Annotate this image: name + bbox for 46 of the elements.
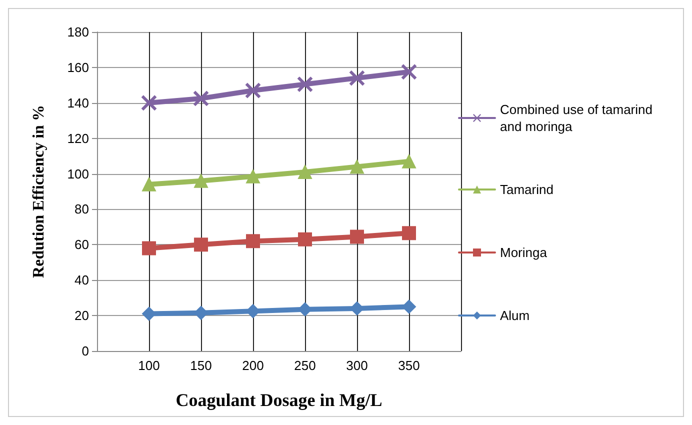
point — [298, 165, 312, 180]
point — [194, 306, 208, 320]
point — [142, 177, 156, 192]
y-tick-label: 100 — [67, 166, 89, 182]
point — [298, 76, 312, 92]
y-tick-label: 160 — [67, 60, 89, 75]
point — [298, 232, 312, 246]
x-tick-label: 100 — [138, 358, 160, 373]
point — [194, 238, 208, 252]
point — [402, 226, 416, 240]
x-tick-label: 150 — [190, 358, 212, 373]
point — [246, 169, 260, 184]
legend-label: Combined use of tamarind and moringa — [500, 102, 656, 134]
point — [142, 95, 156, 110]
y-axis-title: Redution Efficiency in % — [30, 105, 48, 278]
y-tick-label: 60 — [74, 237, 89, 252]
y-tick-label: 140 — [67, 95, 89, 110]
x-axis-title: Coagulant Dosage in Mg/L — [176, 390, 382, 410]
y-tick-label: 40 — [74, 272, 89, 288]
y-tick-label: 20 — [74, 308, 89, 324]
point — [298, 302, 312, 316]
y-tick-label: 0 — [82, 344, 89, 358]
y-tick-label: 180 — [67, 24, 89, 40]
point — [194, 174, 208, 188]
point — [350, 230, 364, 244]
x-tick-label: 300 — [346, 358, 368, 373]
point — [246, 234, 260, 248]
point — [142, 241, 156, 256]
point — [350, 70, 364, 86]
point — [246, 304, 260, 318]
x-tick-label: 350 — [398, 358, 420, 373]
point — [402, 300, 416, 314]
point — [350, 160, 364, 174]
point — [142, 306, 156, 321]
y-tick-label: 80 — [74, 202, 89, 217]
point — [402, 64, 416, 80]
legend-label: Alum — [500, 308, 530, 323]
point — [194, 90, 208, 106]
x-tick-label: 250 — [294, 358, 316, 373]
legend-label: Moringa — [500, 245, 548, 260]
point — [350, 301, 364, 316]
point — [246, 82, 260, 98]
point — [402, 154, 416, 168]
legend-label: Tamarind — [500, 182, 554, 197]
x-tick-label: 200 — [242, 358, 264, 373]
y-tick-label: 120 — [67, 130, 89, 146]
